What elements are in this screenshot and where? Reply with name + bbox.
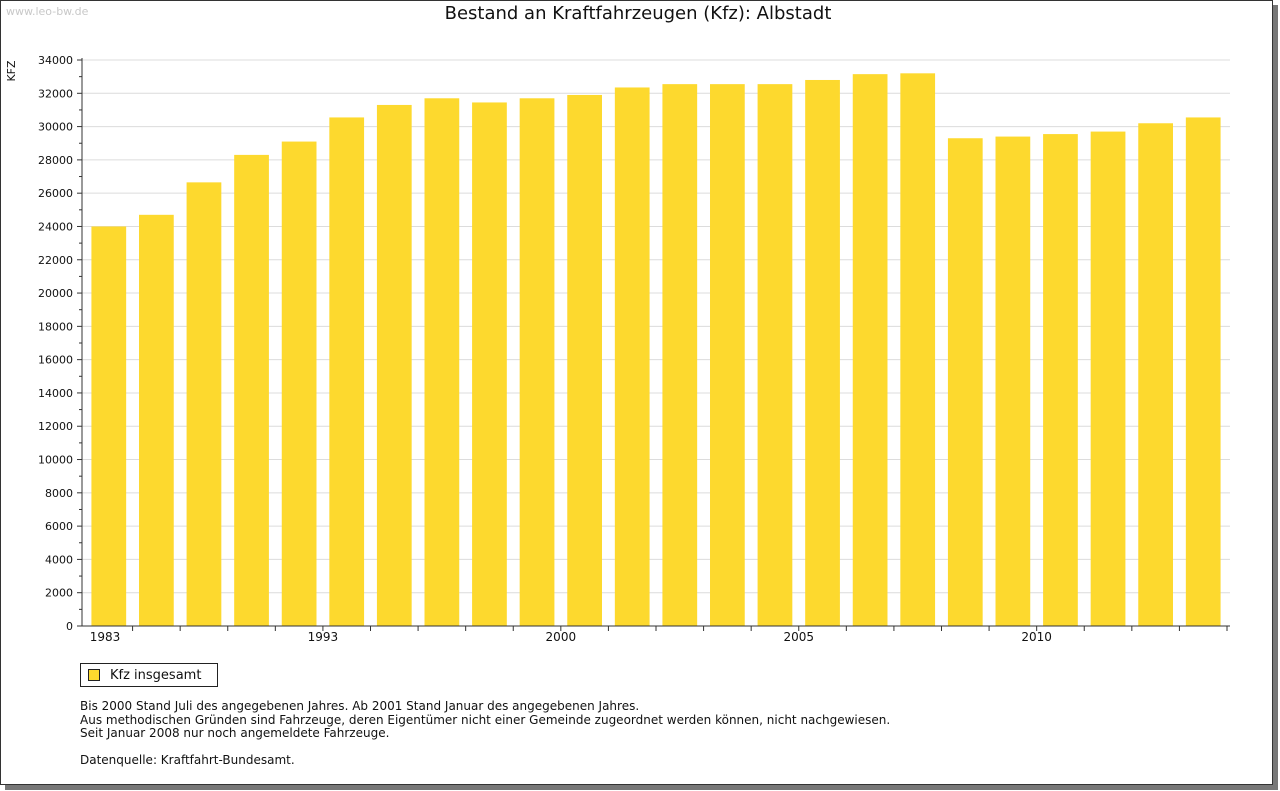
y-tick-label: 10000	[38, 454, 73, 467]
bar	[852, 74, 888, 626]
bar	[424, 98, 460, 627]
y-tick-label: 26000	[38, 187, 73, 200]
y-tick-label: 16000	[38, 354, 73, 367]
y-tick-label: 24000	[38, 220, 73, 233]
bar	[947, 138, 983, 626]
y-tick-label: 32000	[38, 87, 73, 100]
y-tick-label: 4000	[45, 553, 73, 566]
footnote-line: Seit Januar 2008 nur noch angemeldete Fa…	[80, 726, 390, 740]
footnote-line: Aus methodischen Gründen sind Fahrzeuge,…	[80, 712, 891, 727]
bar	[614, 87, 650, 626]
x-tick-label: 2000	[546, 630, 577, 644]
y-tick-label: 18000	[38, 320, 73, 333]
y-tick-label: 30000	[38, 121, 73, 134]
y-tick-label: 14000	[38, 387, 73, 400]
bar	[519, 98, 555, 627]
footnotes: Bis 2000 Stand Juli des angegebenen Jahr…	[80, 699, 891, 767]
legend-label: Kfz insgesamt	[110, 667, 202, 683]
bar	[281, 141, 317, 626]
y-tick-label: 0	[66, 620, 73, 633]
x-tick-label: 1983	[90, 630, 121, 644]
bar	[567, 94, 602, 627]
bar	[329, 117, 365, 627]
y-axis-label: KFZ	[5, 60, 18, 82]
bar	[757, 84, 793, 626]
bar	[376, 104, 412, 626]
bar	[1185, 117, 1221, 627]
x-tick-label: 1993	[308, 630, 339, 644]
y-tick-label: 22000	[38, 254, 73, 267]
x-tick-label: 2010	[1021, 630, 1052, 644]
bar	[805, 79, 840, 627]
bar	[1090, 131, 1126, 627]
bar-chart: 0 2000 4000 6000 8000 10000 12000 14000 16000 180…	[5, 54, 1230, 644]
y-tick-label: 8000	[45, 487, 73, 500]
bar	[900, 73, 936, 627]
y-tick-label: 28000	[38, 154, 73, 167]
x-tick-label: 2005	[783, 630, 814, 644]
chart-title: Bestand an Kraftfahrzeugen (Kfz): Albsta…	[444, 3, 832, 24]
y-tick-label: 12000	[38, 420, 73, 433]
y-tick-label: 2000	[45, 587, 73, 600]
bar	[710, 84, 745, 626]
watermark: www.leo-bw.de	[6, 5, 89, 18]
bar	[186, 182, 222, 626]
bar	[1138, 123, 1173, 627]
footnote-line: Bis 2000 Stand Juli des angegebenen Jahr…	[80, 699, 640, 713]
bar	[1043, 134, 1078, 626]
legend-swatch	[88, 669, 100, 681]
y-tick-label: 20000	[38, 287, 73, 300]
bar	[91, 226, 127, 626]
data-source: Datenquelle: Kraftfahrt-Bundesamt.	[80, 752, 295, 767]
bar	[234, 154, 269, 626]
y-tick-label: 34000	[38, 54, 73, 67]
bar	[995, 136, 1031, 626]
bar	[472, 102, 507, 626]
legend: Kfz insgesamt	[80, 663, 218, 687]
bar	[139, 214, 174, 627]
y-tick-label: 6000	[45, 520, 73, 533]
bar	[662, 84, 698, 626]
